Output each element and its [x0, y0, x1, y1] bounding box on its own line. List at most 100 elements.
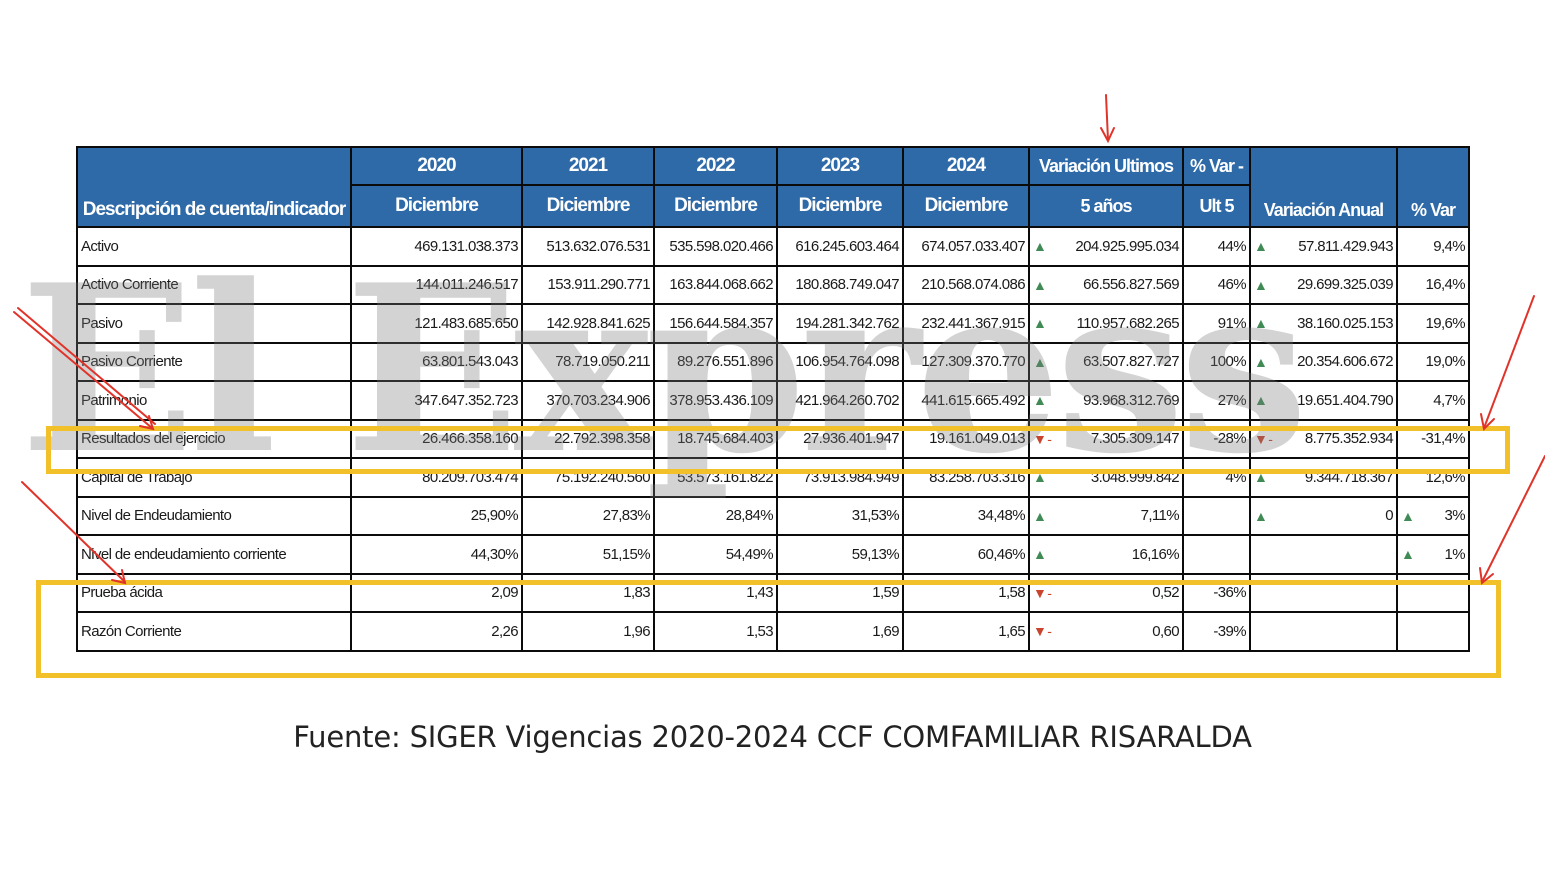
- row-label: Pasivo Corriente: [76, 341, 352, 382]
- variacion-5-anos-value: 0,52: [1152, 584, 1179, 602]
- up-arrow-icon: ▲: [1033, 276, 1047, 293]
- table-row: Patrimonio 347.647.352.723 370.703.234.906…: [76, 380, 1470, 421]
- table-row: Nivel de endeudamiento corriente 44,30% 51…: [76, 534, 1470, 575]
- value-2020: 121.483.685.650: [350, 303, 523, 344]
- header-year-2021: 2021: [521, 146, 655, 186]
- value-2024: 232.441.367.915: [902, 303, 1030, 344]
- variacion-anual-value: 38.160.025.153: [1297, 314, 1393, 332]
- pct-var: 19,6%: [1396, 303, 1470, 344]
- variacion-5-anos-value: 93.968.312.769: [1083, 391, 1179, 409]
- pct-var-value: -31,4%: [1421, 430, 1466, 448]
- value-2024: 127.309.370.770: [902, 341, 1030, 382]
- pct-var-value: 16,4%: [1425, 276, 1465, 294]
- pct-var-ult5: 44%: [1182, 226, 1251, 267]
- value-2020: 44,30%: [350, 534, 523, 575]
- table-row: Nivel de Endeudamiento 25,90% 27,83% 28,84%…: [76, 495, 1470, 536]
- down-arrow-icon: ▼-: [1033, 430, 1052, 447]
- value-2024: 60,46%: [902, 534, 1030, 575]
- annotation-arrow-right-upper: [1480, 295, 1535, 432]
- pct-var-ult5: 46%: [1182, 264, 1251, 305]
- value-2024: 674.057.033.407: [902, 226, 1030, 267]
- up-arrow-icon: ▲: [1033, 353, 1047, 370]
- variacion-5-anos-value: 0,60: [1152, 622, 1179, 640]
- up-arrow-icon: ▲: [1254, 238, 1268, 255]
- header-month-2022: Diciembre: [653, 184, 778, 228]
- pct-var-ult5: -28%: [1182, 418, 1251, 459]
- variacion-5-anos-value: 63.507.827.727: [1083, 353, 1179, 371]
- value-2023: 27.936.401.947: [776, 418, 904, 459]
- table-row: Pasivo Corriente 63.801.543.043 78.719.050…: [76, 341, 1470, 382]
- value-2023: 1,69: [776, 611, 904, 652]
- header-variacion-anual: Variación Anual: [1249, 146, 1398, 228]
- variacion-5-anos-value: 204.925.995.034: [1075, 237, 1179, 255]
- pct-var: 19,0%: [1396, 341, 1470, 382]
- value-2021: 1,96: [521, 611, 655, 652]
- variacion-5-anos: ▲ 93.968.312.769: [1028, 380, 1184, 421]
- up-arrow-icon: ▲: [1033, 315, 1047, 332]
- pct-var: 4,7%: [1396, 380, 1470, 421]
- value-2023: 31,53%: [776, 495, 904, 536]
- row-label: Razón Corriente: [76, 611, 352, 652]
- value-2023: 180.868.749.047: [776, 264, 904, 305]
- value-2024: 34,48%: [902, 495, 1030, 536]
- value-2022: 53.573.161.822: [653, 457, 778, 498]
- up-arrow-icon: ▲: [1033, 238, 1047, 255]
- up-arrow-icon: ▲: [1254, 315, 1268, 332]
- header-year-2024: 2024: [902, 146, 1030, 186]
- header-var5-line1: Variación Ultimos: [1028, 146, 1184, 186]
- value-2021: 78.719.050.211: [521, 341, 655, 382]
- value-2021: 75.192.240.560: [521, 457, 655, 498]
- value-2020: 63.801.543.043: [350, 341, 523, 382]
- down-arrow-icon: ▼-: [1033, 623, 1052, 640]
- pct-var-ult5: [1182, 495, 1251, 536]
- value-2022: 156.644.584.357: [653, 303, 778, 344]
- value-2023: 194.281.342.762: [776, 303, 904, 344]
- up-arrow-icon: ▲: [1254, 392, 1268, 409]
- header-month-2024: Diciembre: [902, 184, 1030, 228]
- value-2020: 2,26: [350, 611, 523, 652]
- pct-var-ult5: -39%: [1182, 611, 1251, 652]
- value-2020: 469.131.038.373: [350, 226, 523, 267]
- value-2022: 1,53: [653, 611, 778, 652]
- variacion-5-anos-value: 7,11%: [1140, 507, 1180, 525]
- table-row: Razón Corriente 2,26 1,96 1,53 1,69 1,65 ▼- 0,6…: [76, 611, 1470, 652]
- variacion-anual: ▼- 8.775.352.934: [1249, 418, 1398, 459]
- pct-var-value: 19,0%: [1425, 353, 1465, 371]
- header-pct-var-label: % Var: [1410, 200, 1456, 221]
- variacion-5-anos-value: 110.957.682.265: [1076, 314, 1180, 332]
- value-2021: 22.792.398.358: [521, 418, 655, 459]
- pct-var: [1396, 572, 1470, 613]
- row-label: Pasivo: [76, 303, 352, 344]
- header-pct5-line1: % Var -: [1182, 146, 1251, 186]
- value-2021: 27,83%: [521, 495, 655, 536]
- value-2020: 144.011.246.517: [350, 264, 523, 305]
- up-arrow-icon: ▲: [1254, 353, 1268, 370]
- row-label: Patrimonio: [76, 380, 352, 421]
- variacion-anual: ▲ 38.160.025.153: [1249, 303, 1398, 344]
- variacion-anual-value: 19.651.404.790: [1297, 391, 1393, 409]
- up-arrow-icon: ▲: [1033, 507, 1047, 524]
- variacion-anual-value: 0: [1385, 507, 1393, 525]
- variacion-anual-value: 9.344.718.367: [1304, 468, 1394, 486]
- header-var5-line2: 5 años: [1028, 184, 1184, 228]
- source-caption: Fuente: SIGER Vigencias 2020-2024 CCF CO…: [293, 720, 1252, 754]
- up-arrow-icon: ▲: [1033, 469, 1047, 486]
- value-2023: 73.913.984.949: [776, 457, 904, 498]
- variacion-anual: ▲ 19.651.404.790: [1249, 380, 1398, 421]
- value-2024: 19.161.049.013: [902, 418, 1030, 459]
- row-label: Nivel de endeudamiento corriente: [76, 534, 352, 575]
- value-2022: 535.598.020.466: [653, 226, 778, 267]
- value-2022: 18.745.684.403: [653, 418, 778, 459]
- value-2023: 59,13%: [776, 534, 904, 575]
- value-2024: 83.258.703.316: [902, 457, 1030, 498]
- variacion-anual: [1249, 611, 1398, 652]
- header-year-2023: 2023: [776, 146, 904, 186]
- pct-var-value: 9,4%: [1433, 237, 1465, 255]
- variacion-5-anos: ▲ 204.925.995.034: [1028, 226, 1184, 267]
- variacion-5-anos: ▲ 7,11%: [1028, 495, 1184, 536]
- up-arrow-icon: ▲: [1401, 546, 1415, 563]
- value-2021: 51,15%: [521, 534, 655, 575]
- variacion-anual-value: 57.811.429.943: [1298, 237, 1393, 255]
- pct-var-ult5: 27%: [1182, 380, 1251, 421]
- up-arrow-icon: ▲: [1254, 507, 1268, 524]
